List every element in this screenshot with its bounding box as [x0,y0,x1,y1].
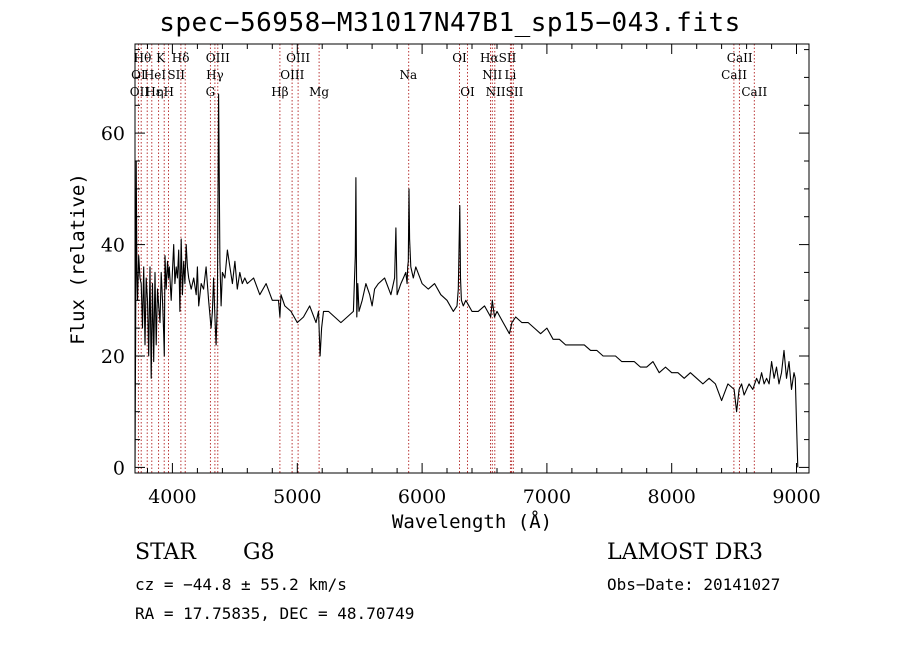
y-tick-label: 60 [101,123,125,145]
y-tick-label: 0 [113,457,125,479]
redshift-value: cz = −44.8 ± 55.2 km/s [135,575,347,594]
spectral-line-label: Li [504,68,516,82]
spectral-line-label: Hθ [134,51,152,65]
marker-lines-group [137,44,755,473]
x-tick-label: 8000 [648,486,696,508]
spectral-line-label: OIII [206,51,230,65]
spectral-line-label: η [156,85,163,99]
spectral-line-label: HeI [144,68,167,82]
spectral-line-label: H [163,85,173,99]
x-tick-label: 9000 [772,486,820,508]
series-group [134,93,799,468]
spectral-line-label: CaII [721,68,747,82]
survey-name: LAMOST DR3 [607,540,763,565]
spectral-line-label: NIISII [486,85,524,99]
object-class: STAR [135,540,196,565]
tick-labels-group: 4000 5000 6000 7000 8000 9000 0 20 40 60 [101,123,821,508]
spectral-line-label: Mg [309,85,329,99]
spectral-line-label: Hβ [271,85,288,99]
x-tick-label: 4000 [148,486,196,508]
x-tick-label: 7000 [523,486,571,508]
line-labels-group: Hθ K Hδ OIII OIII OI HαSII CaII OI HeI SII Hγ OIII Na… [130,51,768,99]
y-tick-label: 20 [101,346,125,368]
spectrum-line [134,93,799,468]
x-tick-label: 6000 [398,486,446,508]
chart-title: spec−56958−M31017N47B1_sp15−043.fits [159,8,741,38]
y-tick-label: 40 [101,235,125,257]
spectral-line-label: Hγ [206,68,224,82]
spectral-line-label: OI [460,85,475,99]
plot-frame [134,43,810,474]
x-axis-label: Wavelength (Å) [392,510,552,533]
spectral-line-label: OIII [280,68,304,82]
spectral-line-label: G [206,85,216,99]
spectral-line-label: HαSII [480,51,517,65]
spectral-line-label: CaII [727,51,753,65]
spectral-line-label: K [156,51,166,65]
coordinates: RA = 17.75835, DEC = 48.70749 [135,604,415,623]
axis-ticks-group [135,44,809,473]
spectral-line-label: OI [452,51,467,65]
spectral-line-label: Na [399,68,417,82]
spectral-line-label: Hδ [172,51,190,65]
spectral-line-label: CaII [741,85,767,99]
spectral-line-label: SII [167,68,185,82]
spectral-line-label: OIII [286,51,310,65]
x-tick-label: 5000 [273,486,321,508]
spectral-line-label: NII [482,68,502,82]
spectral-line-label: Hε [145,85,162,99]
obs-date: Obs−Date: 20141027 [607,575,781,594]
object-subclass: G8 [243,540,275,565]
y-axis-label: Flux (relative) [67,173,89,345]
